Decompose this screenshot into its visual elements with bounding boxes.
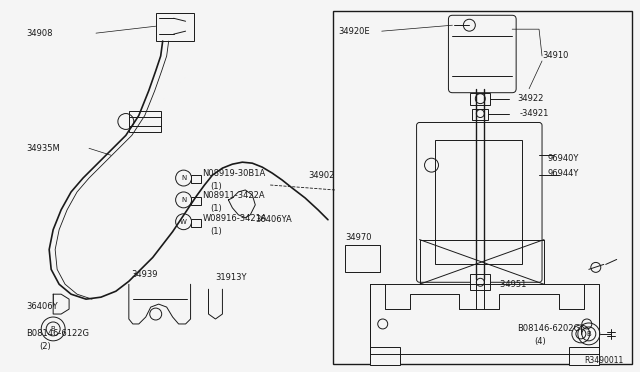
Text: 34920E: 34920E: [338, 27, 369, 36]
Bar: [129, 110, 161, 132]
Text: N: N: [181, 197, 186, 203]
Bar: [333, 11, 632, 364]
Bar: [435, 140, 522, 264]
Text: (1): (1): [211, 227, 222, 236]
Text: 96944Y: 96944Y: [547, 169, 579, 177]
Text: B08146-6122G: B08146-6122G: [26, 329, 90, 339]
Text: (1): (1): [211, 182, 222, 190]
Bar: [470, 274, 490, 290]
Text: 34910: 34910: [542, 51, 568, 61]
Bar: [191, 197, 200, 205]
FancyBboxPatch shape: [449, 15, 516, 93]
Bar: [472, 109, 488, 119]
Text: 36406Y: 36406Y: [26, 302, 58, 311]
Text: N: N: [181, 175, 186, 181]
Text: 31913Y: 31913Y: [216, 273, 247, 282]
Text: 34970: 34970: [345, 233, 371, 242]
Bar: [345, 244, 380, 272]
Text: -34951: -34951: [497, 280, 527, 289]
Text: 34939: 34939: [131, 270, 157, 279]
Text: 34922: 34922: [517, 94, 543, 103]
Text: 34908: 34908: [26, 29, 52, 38]
Text: N08919-30B1A: N08919-30B1A: [202, 169, 266, 177]
Text: W08916-3421A: W08916-3421A: [202, 214, 267, 223]
Text: N08911-3422A: N08911-3422A: [202, 192, 265, 201]
Text: B08146-6202G: B08146-6202G: [517, 324, 580, 333]
Bar: [156, 13, 193, 41]
Text: B: B: [586, 331, 591, 337]
Bar: [370, 347, 399, 365]
Bar: [191, 219, 200, 227]
Bar: [470, 93, 490, 105]
Text: W: W: [180, 219, 187, 225]
Text: 34935M: 34935M: [26, 144, 60, 153]
Text: B: B: [51, 326, 56, 332]
Text: R3490011: R3490011: [584, 356, 623, 365]
Bar: [569, 347, 599, 365]
Text: (1): (1): [211, 204, 222, 213]
FancyBboxPatch shape: [417, 122, 542, 282]
Text: 34902: 34902: [308, 171, 335, 180]
Text: (4): (4): [534, 337, 546, 346]
Text: 96940Y: 96940Y: [547, 154, 579, 163]
Text: (2): (2): [39, 342, 51, 351]
Text: 36406YA: 36406YA: [255, 215, 292, 224]
Bar: [191, 175, 200, 183]
Text: -34921: -34921: [519, 109, 548, 118]
